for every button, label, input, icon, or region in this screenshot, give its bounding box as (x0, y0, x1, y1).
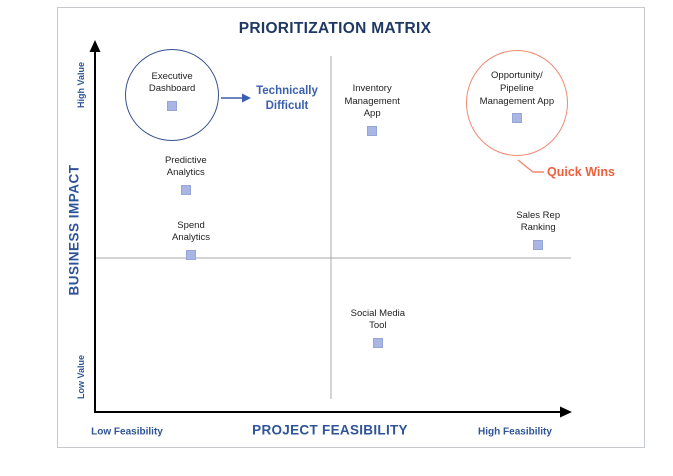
data-point: Opportunity/ Pipeline Management App (457, 70, 577, 124)
point-marker (186, 249, 197, 260)
data-point: Executive Dashboard (112, 71, 232, 111)
point-marker (367, 125, 378, 136)
point-marker (167, 100, 178, 111)
chart-title: PRIORITIZATION MATRIX (238, 20, 432, 37)
point-label: Sales Rep Ranking (516, 209, 561, 234)
point-label: Predictive Analytics (164, 154, 207, 179)
point-label: Spend Analytics (172, 219, 211, 244)
point-label: Social Media Tool (350, 307, 406, 332)
data-point: Predictive Analytics (126, 155, 246, 195)
x-axis-high-label: High Feasibility (478, 426, 552, 438)
data-point: Inventory Management App (312, 83, 432, 136)
x-axis-low-label: Low Feasibility (91, 426, 163, 438)
point-label: Opportunity/ Pipeline Management App (479, 70, 555, 107)
point-marker (533, 240, 544, 251)
x-axis-title: PROJECT FEASIBILITY (252, 422, 408, 438)
annotation-technically-difficult: Technically Difficult (256, 85, 318, 112)
point-marker (180, 184, 191, 195)
point-marker (372, 338, 383, 349)
highlight-circle-orange (465, 50, 568, 157)
point-label: Inventory Management App (344, 83, 400, 120)
point-label: Executive Dashboard (148, 70, 196, 95)
data-point: Social Media Tool (318, 307, 438, 349)
data-point: Spend Analytics (131, 220, 251, 260)
annotation-quick-wins: Quick Wins (547, 165, 615, 179)
data-point: Sales Rep Ranking (478, 209, 598, 251)
point-marker (511, 113, 522, 124)
highlight-circle-blue (125, 48, 220, 141)
